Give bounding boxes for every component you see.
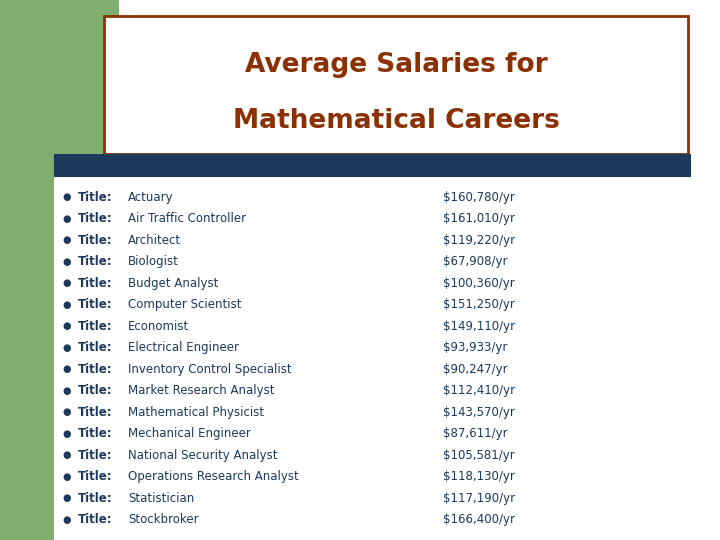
Text: $166,400/yr: $166,400/yr — [443, 513, 515, 526]
Text: Title:: Title: — [78, 276, 112, 289]
Text: ●: ● — [62, 192, 71, 202]
Text: Mathematical Physicist: Mathematical Physicist — [128, 406, 264, 419]
Text: Average Salaries for: Average Salaries for — [245, 52, 547, 78]
Text: Mechanical Engineer: Mechanical Engineer — [128, 427, 251, 440]
Text: Title:: Title: — [78, 341, 112, 354]
Text: Air Traffic Controller: Air Traffic Controller — [128, 212, 246, 225]
Text: $87,611/yr: $87,611/yr — [443, 427, 508, 440]
Text: Stockbroker: Stockbroker — [128, 513, 199, 526]
Text: Title:: Title: — [78, 191, 112, 204]
Text: ●: ● — [62, 278, 71, 288]
Text: Title:: Title: — [78, 513, 112, 526]
Text: $90,247/yr: $90,247/yr — [443, 362, 508, 375]
Text: Title:: Title: — [78, 406, 112, 419]
Text: Budget Analyst: Budget Analyst — [128, 276, 219, 289]
Text: Title:: Title: — [78, 449, 112, 462]
FancyBboxPatch shape — [104, 16, 688, 154]
Text: Title:: Title: — [78, 298, 112, 311]
Text: Operations Research Analyst: Operations Research Analyst — [128, 470, 299, 483]
Text: $118,130/yr: $118,130/yr — [443, 470, 515, 483]
Text: $67,908/yr: $67,908/yr — [443, 255, 508, 268]
Text: ●: ● — [62, 386, 71, 395]
Text: Inventory Control Specialist: Inventory Control Specialist — [128, 362, 292, 375]
Text: ●: ● — [62, 342, 71, 353]
Text: Title:: Title: — [78, 470, 112, 483]
Text: Title:: Title: — [78, 427, 112, 440]
Text: Architect: Architect — [128, 233, 181, 247]
Text: ●: ● — [62, 213, 71, 224]
Bar — [0, 0, 119, 173]
Text: Electrical Engineer: Electrical Engineer — [128, 341, 239, 354]
Text: ●: ● — [62, 493, 71, 503]
Text: Biologist: Biologist — [128, 255, 179, 268]
Text: National Security Analyst: National Security Analyst — [128, 449, 278, 462]
Text: $93,933/yr: $93,933/yr — [443, 341, 507, 354]
Text: ●: ● — [62, 407, 71, 417]
Text: ●: ● — [62, 300, 71, 309]
Text: Title:: Title: — [78, 362, 112, 375]
Bar — [54, 154, 691, 177]
Text: Actuary: Actuary — [128, 191, 174, 204]
Text: Market Research Analyst: Market Research Analyst — [128, 384, 274, 397]
Text: $160,780/yr: $160,780/yr — [443, 191, 515, 204]
Text: Title:: Title: — [78, 233, 112, 247]
Text: Title:: Title: — [78, 384, 112, 397]
Text: ●: ● — [62, 256, 71, 267]
Text: $143,570/yr: $143,570/yr — [443, 406, 515, 419]
Text: Economist: Economist — [128, 320, 189, 333]
Text: Title:: Title: — [78, 255, 112, 268]
Text: ●: ● — [62, 429, 71, 438]
Text: Title:: Title: — [78, 320, 112, 333]
Text: Title:: Title: — [78, 491, 112, 504]
Text: ●: ● — [62, 364, 71, 374]
Text: ●: ● — [62, 235, 71, 245]
Text: $100,360/yr: $100,360/yr — [443, 276, 515, 289]
Text: $149,110/yr: $149,110/yr — [443, 320, 515, 333]
Text: ●: ● — [62, 515, 71, 524]
Text: Title:: Title: — [78, 212, 112, 225]
Text: $151,250/yr: $151,250/yr — [443, 298, 515, 311]
Text: ●: ● — [62, 321, 71, 331]
Text: $105,581/yr: $105,581/yr — [443, 449, 515, 462]
Text: $119,220/yr: $119,220/yr — [443, 233, 515, 247]
Text: Statistician: Statistician — [128, 491, 194, 504]
Text: $161,010/yr: $161,010/yr — [443, 212, 515, 225]
Text: ●: ● — [62, 450, 71, 460]
Bar — [0, 173, 54, 540]
Text: Mathematical Careers: Mathematical Careers — [233, 109, 559, 134]
Text: $117,190/yr: $117,190/yr — [443, 491, 515, 504]
Text: ●: ● — [62, 471, 71, 482]
Text: $112,410/yr: $112,410/yr — [443, 384, 515, 397]
Text: Computer Scientist: Computer Scientist — [128, 298, 242, 311]
